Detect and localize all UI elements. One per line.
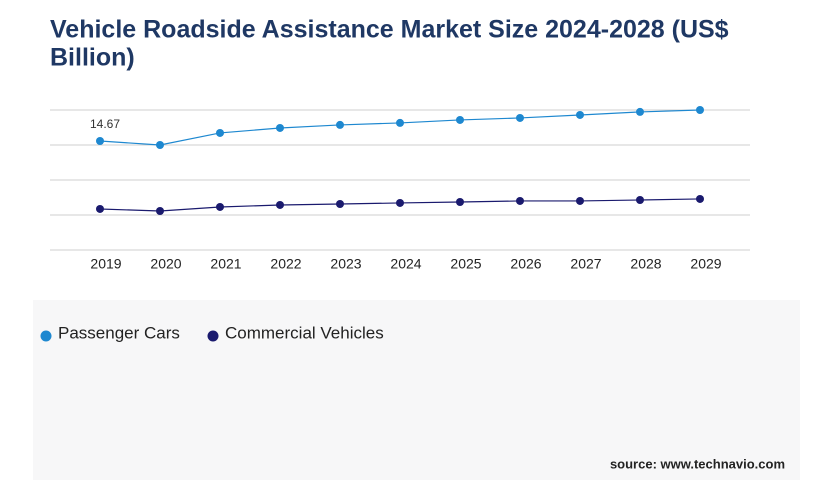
data-label: 14.67 <box>90 117 120 131</box>
x-tick-label: 2025 <box>450 256 481 272</box>
point <box>276 123 284 132</box>
point <box>396 118 404 127</box>
point <box>156 206 164 215</box>
point <box>696 194 704 203</box>
point <box>96 204 104 213</box>
chart-title: Vehicle Roadside Assistance Market Size … <box>50 16 729 44</box>
x-tick-label: 2029 <box>690 256 721 272</box>
point <box>336 120 344 129</box>
x-tick-label: 2024 <box>390 256 421 272</box>
x-tick-label: 2027 <box>570 256 601 272</box>
point <box>696 106 704 114</box>
point <box>216 202 224 211</box>
x-tick-label: 2026 <box>510 256 541 272</box>
legend-marker <box>207 330 219 342</box>
point <box>516 113 524 122</box>
point <box>396 198 404 207</box>
x-tick-label: 2028 <box>630 256 661 272</box>
line <box>99 109 701 146</box>
point <box>636 107 644 116</box>
legend-panel <box>33 300 800 480</box>
legend-marker <box>40 330 52 342</box>
point <box>276 200 284 209</box>
point <box>156 141 164 149</box>
x-tick-label: 2019 <box>90 256 121 272</box>
point <box>456 197 464 206</box>
chart-title: Billion) <box>50 44 135 72</box>
point <box>456 115 464 124</box>
x-tick-label: 2020 <box>150 256 181 272</box>
point <box>516 196 524 205</box>
x-tick-label: 2023 <box>330 256 361 272</box>
point <box>636 195 644 204</box>
point <box>576 196 584 205</box>
point <box>576 110 584 119</box>
x-tick-label: 2022 <box>270 256 301 272</box>
legend-label: Commercial Vehicles <box>225 323 384 342</box>
point <box>216 128 224 137</box>
legend-label: Passenger Cars <box>58 323 180 342</box>
point <box>336 200 344 209</box>
x-tick-label: 2021 <box>210 256 241 272</box>
point <box>96 136 104 145</box>
source: source: www.technavio.com <box>610 456 785 471</box>
